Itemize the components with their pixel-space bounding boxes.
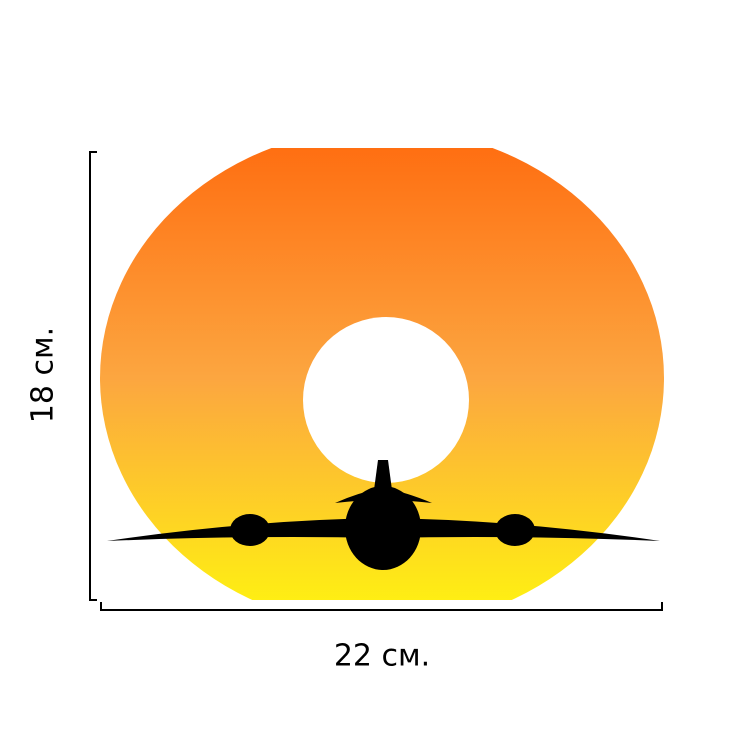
- airplane: [107, 460, 660, 570]
- width-label: 22 см.: [334, 639, 430, 674]
- sticker: [100, 148, 664, 600]
- fuselage: [345, 486, 421, 570]
- dimension-lines: [89, 151, 663, 611]
- center-hole: [303, 317, 469, 483]
- engine: [230, 514, 270, 546]
- tail-fin: [374, 460, 392, 490]
- width-bracket: [100, 602, 663, 611]
- height-bracket: [89, 151, 97, 601]
- engine: [495, 514, 535, 546]
- height-label: 18 см.: [26, 327, 61, 423]
